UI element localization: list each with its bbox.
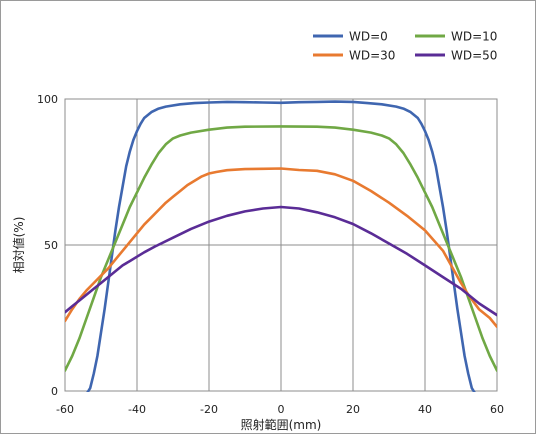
legend: WD=0 WD=10 WD=30 WD=50 (313, 30, 497, 63)
x-tick-label: 40 (418, 403, 432, 416)
series-line-wd-30 (65, 167, 497, 329)
x-tick-label: 20 (346, 403, 360, 416)
series-line-wd-50 (65, 205, 497, 317)
y-tick-label: 0 (51, 385, 58, 398)
x-tick-label: -20 (200, 403, 218, 416)
legend-label: WD=50 (451, 49, 497, 63)
x-tick-label: -60 (56, 403, 74, 416)
legend-label: WD=10 (451, 30, 497, 44)
legend-label: WD=0 (349, 30, 388, 44)
x-axis-title: 照射範囲(mm) (241, 417, 322, 432)
x-tick-label: -40 (128, 403, 146, 416)
legend-label: WD=30 (349, 49, 395, 63)
series-line-wd-10 (65, 125, 497, 372)
grid (65, 99, 497, 391)
y-tick-label: 50 (44, 239, 58, 252)
y-axis-title: 相対値(%) (11, 217, 26, 274)
plot-area (64, 98, 498, 392)
axis-labels: -60 -40 -20 0 20 40 60 0 50 100 照射範囲(mm) 相対値(%) (11, 93, 504, 432)
x-tick-label: 0 (278, 403, 285, 416)
y-tick-label: 100 (37, 93, 58, 106)
series-layer (65, 100, 497, 392)
x-tick-label: 60 (490, 403, 504, 416)
